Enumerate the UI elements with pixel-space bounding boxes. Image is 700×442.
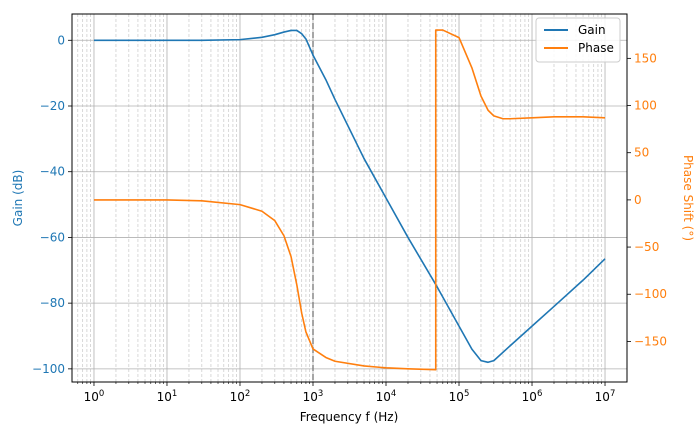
- x-axis-label: Frequency f (Hz): [300, 410, 399, 424]
- legend: Gain Phase: [535, 17, 621, 63]
- x-tick-label: 101: [157, 389, 178, 404]
- y-right-tick-label: −100: [634, 287, 667, 301]
- y-axis-left-label: Gain (dB): [11, 170, 25, 227]
- y-right-tick-label: 100: [634, 99, 657, 113]
- x-tick-label: 105: [449, 389, 470, 404]
- x-tick-label: 106: [522, 389, 543, 404]
- x-tick-label: 102: [230, 389, 251, 404]
- y-right-tick-label: 50: [634, 146, 649, 160]
- y-left-tick-label: −40: [40, 165, 65, 179]
- x-tick-label: 103: [303, 389, 324, 404]
- series-line-phase: [93, 29, 606, 371]
- y-right-tick-label: 0: [634, 193, 642, 207]
- series-layer: [93, 29, 606, 371]
- y-left-tick-label: −20: [40, 99, 65, 113]
- tick-layer: 100 101 102 103 104 105 106 107 0 −20 −40 −60 −80 −10…: [32, 33, 667, 404]
- x-tick-label: 104: [376, 389, 397, 404]
- y-left-tick-label: −100: [32, 362, 65, 376]
- series-line-gain: [93, 29, 606, 364]
- y-right-tick-label: −150: [634, 334, 667, 348]
- legend-label-gain: Gain: [578, 23, 606, 37]
- legend-label-phase: Phase: [578, 41, 614, 55]
- y-left-tick-label: −60: [40, 230, 65, 244]
- y-right-tick-label: −50: [634, 240, 659, 254]
- y-left-tick-label: 0: [57, 33, 65, 47]
- plot-frame: [71, 13, 628, 383]
- x-tick-label: 107: [595, 389, 616, 404]
- grid-layer: [72, 14, 627, 382]
- y-left-tick-label: −80: [40, 296, 65, 310]
- y-right-tick-label: 150: [634, 51, 657, 65]
- x-tick-label: 100: [84, 389, 105, 404]
- y-axis-right-label: Phase Shift (°): [681, 155, 695, 241]
